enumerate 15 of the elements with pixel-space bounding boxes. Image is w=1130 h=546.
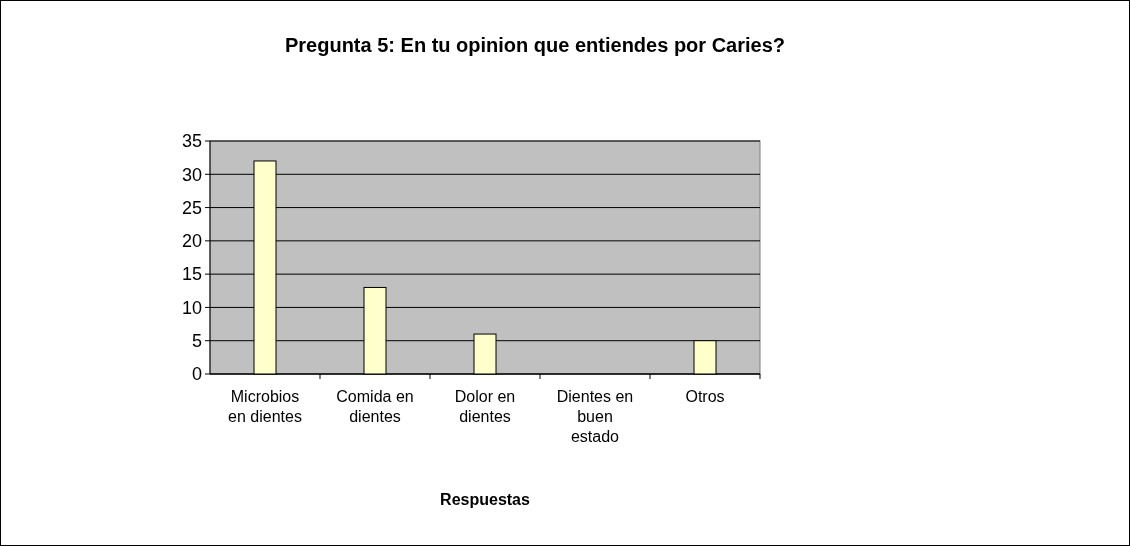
chart-title: Pregunta 5: En tu opinion que entiendes por Caries? — [284, 34, 786, 56]
y-tick-label: 5 — [191, 331, 202, 352]
x-axis-title: Respuestas — [440, 491, 531, 508]
y-tick-label: 15 — [181, 264, 202, 285]
y-tick-label: 0 — [191, 364, 202, 385]
y-tick-label: 25 — [181, 197, 202, 218]
y-tick-label: 35 — [181, 131, 202, 152]
y-tick-label: 10 — [181, 297, 202, 318]
x-tick-label: Dolor en dientes — [454, 388, 516, 425]
x-tick-label: Microbios en dientes — [228, 388, 302, 425]
y-tick-label: 20 — [181, 231, 202, 252]
x-tick-label: Comida en dientes — [336, 388, 414, 425]
x-tick-label: Otros — [685, 388, 725, 405]
x-tick-label: Dientes en buen estado — [556, 388, 634, 445]
y-tick-label: 30 — [181, 164, 202, 185]
